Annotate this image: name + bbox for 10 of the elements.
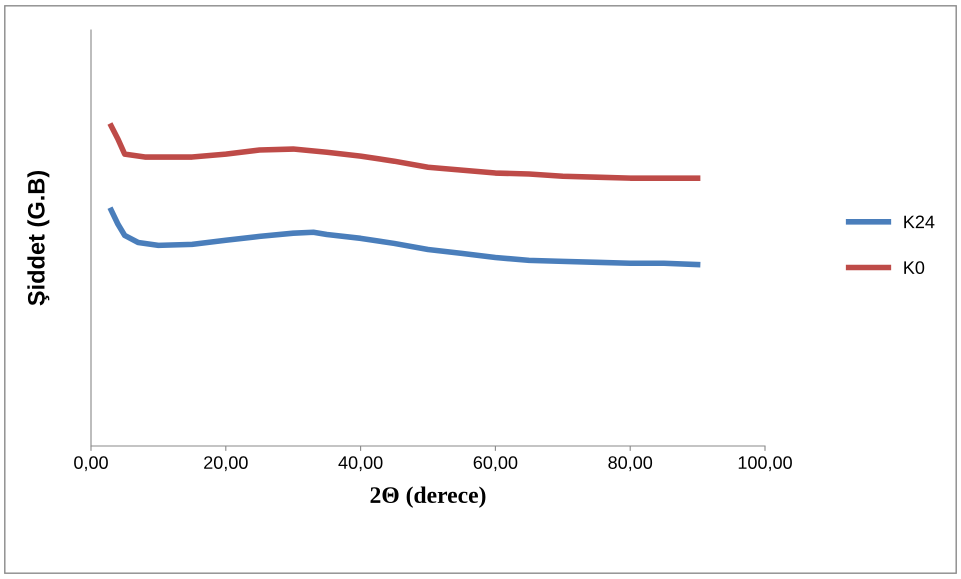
y-axis-title: Şiddet (G.B) xyxy=(27,170,50,306)
x-tick-label: 0,00 xyxy=(74,456,108,472)
x-tick-label: 40,00 xyxy=(338,456,382,472)
x-tick-label: 20,00 xyxy=(204,456,248,472)
x-tick-label: 80,00 xyxy=(608,456,652,472)
x-tick-label: 60,00 xyxy=(474,456,518,472)
x-tick-label: 100,00 xyxy=(738,456,792,472)
x-axis-title: 2Θ (derece) xyxy=(370,486,486,508)
legend-label: K0 xyxy=(904,261,924,274)
legend-label: K24 xyxy=(904,216,934,228)
